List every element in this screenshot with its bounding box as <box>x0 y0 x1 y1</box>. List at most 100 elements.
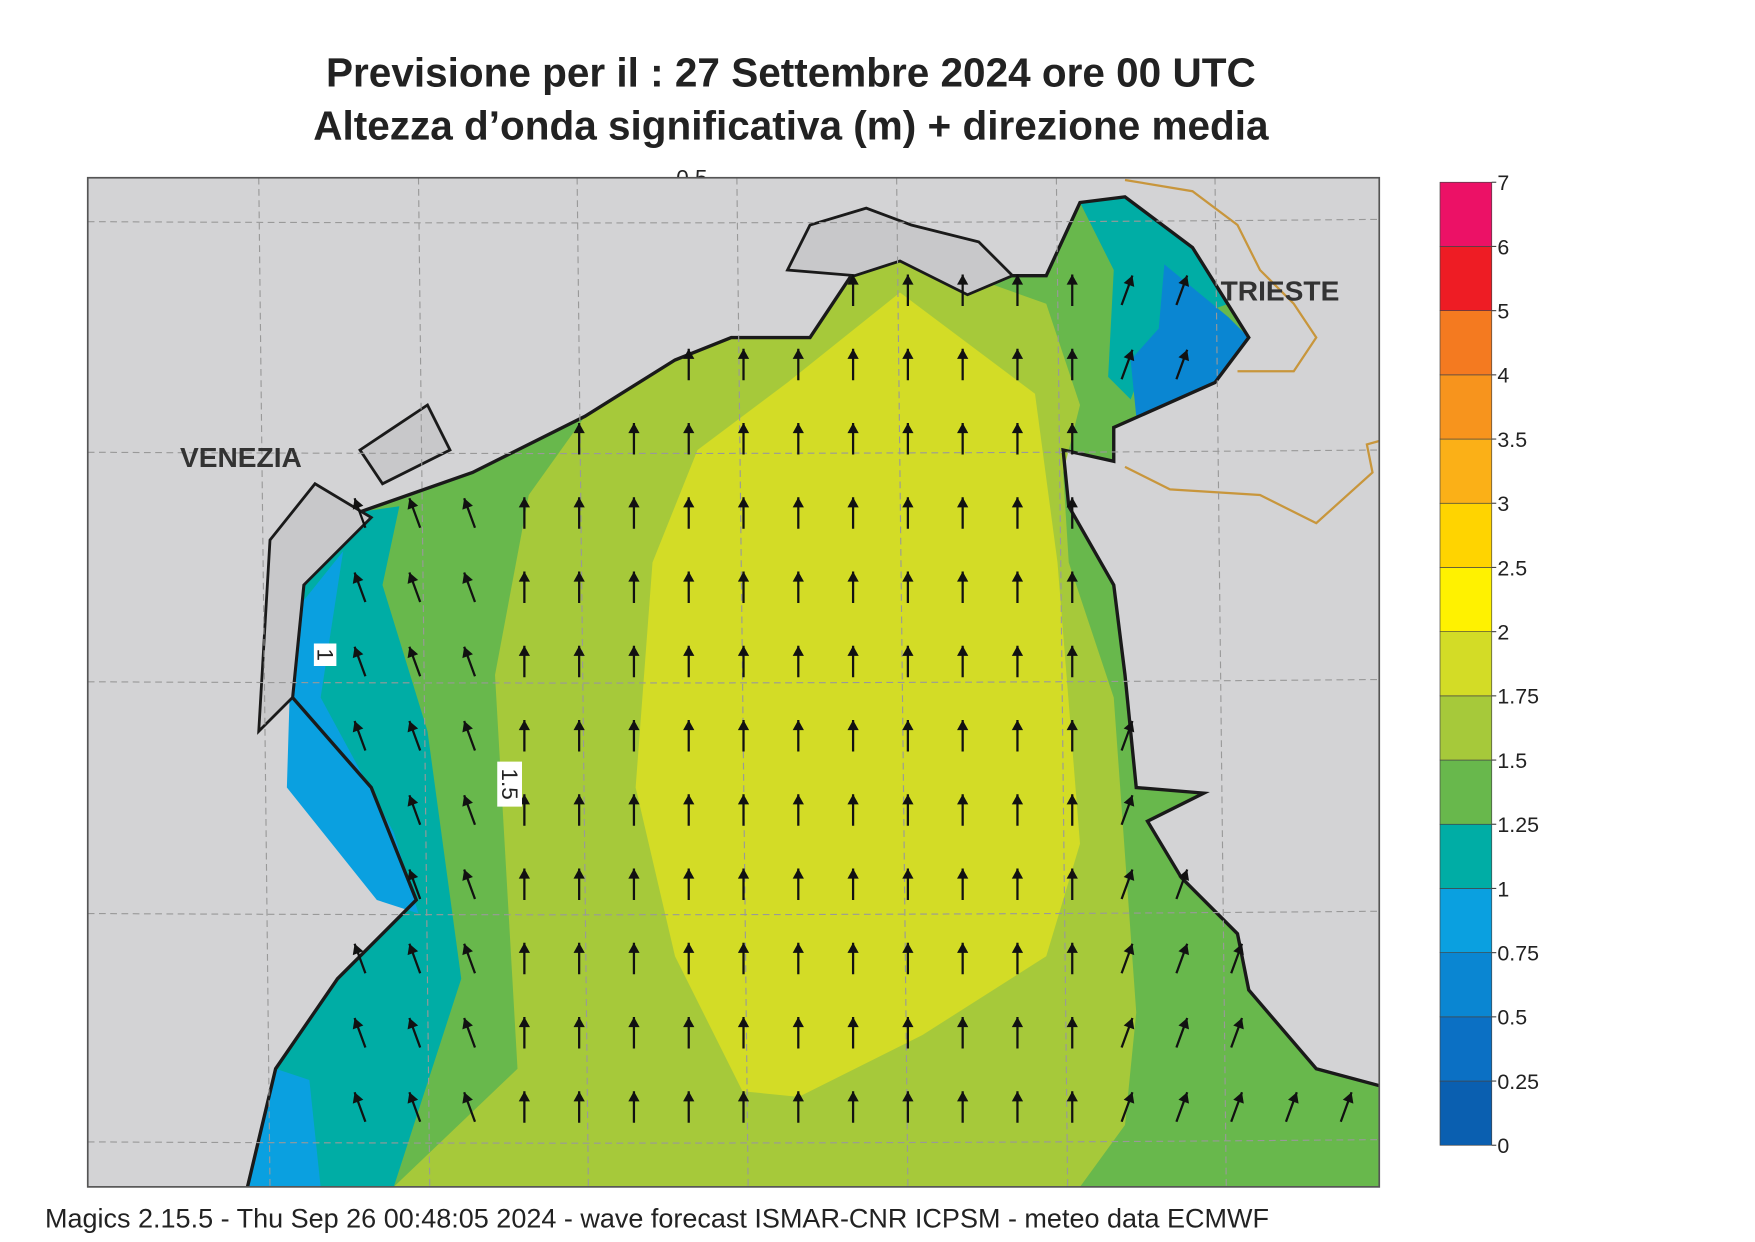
arrow <box>1120 943 1135 974</box>
arrow <box>1175 275 1190 306</box>
arrow <box>352 646 367 677</box>
direction-arrows <box>352 274 1354 1123</box>
arrow-head <box>573 1017 585 1028</box>
arrow <box>847 942 859 975</box>
contour-label-box: 1.5 <box>497 761 522 807</box>
arrow <box>352 943 367 974</box>
arrow <box>462 497 477 529</box>
arrow-head <box>1066 423 1078 434</box>
arrow-head <box>957 794 969 805</box>
arrow <box>462 794 477 826</box>
colorbar-bin <box>1439 246 1493 311</box>
arrow-head <box>683 571 695 582</box>
arrow <box>737 348 750 381</box>
arrow-head <box>573 720 585 731</box>
arrow <box>462 720 477 751</box>
arrow-head <box>792 1017 804 1028</box>
colorbar-bin <box>1439 695 1493 761</box>
arrow <box>1066 1017 1078 1049</box>
grid-line <box>417 177 431 1187</box>
arrow <box>1120 1017 1135 1048</box>
arrow <box>902 942 914 975</box>
arrow-head <box>902 794 914 805</box>
arrow <box>792 348 804 381</box>
arrow <box>1066 1091 1078 1123</box>
arrow-head <box>573 942 585 953</box>
arrow-head <box>957 571 969 582</box>
arrow <box>407 1091 422 1123</box>
colorbar-label: 5 <box>1497 300 1509 324</box>
arrow <box>628 645 640 678</box>
arrow <box>1011 868 1024 900</box>
arrow <box>847 348 859 381</box>
arrow-head <box>1123 1017 1135 1030</box>
arrow <box>1011 942 1024 975</box>
arrow <box>628 794 640 826</box>
arrow <box>573 1017 585 1049</box>
arrow-head <box>847 794 859 805</box>
colorbar-label: 1.25 <box>1497 813 1539 837</box>
arrow <box>1120 869 1135 900</box>
arrow <box>847 1017 859 1049</box>
arrow <box>628 1017 640 1049</box>
arrow-head <box>1066 497 1078 508</box>
arrow <box>518 1017 530 1049</box>
arrow <box>1011 1017 1024 1049</box>
arrow-head <box>352 646 364 659</box>
arrow-head <box>462 869 473 881</box>
arrow-head <box>1178 1092 1190 1104</box>
arrow-head <box>1178 943 1190 956</box>
arrow <box>518 942 530 975</box>
border <box>1124 178 1380 525</box>
colorbar-bin <box>1439 888 1493 953</box>
arrow-head <box>352 572 364 584</box>
arrow-head <box>1011 720 1024 731</box>
arrow-head <box>1066 1091 1078 1102</box>
arrow <box>792 645 804 678</box>
arrow-head <box>352 1017 364 1030</box>
arrow-head <box>683 1091 695 1102</box>
arrow-head <box>462 646 473 659</box>
arrow-head <box>902 348 914 359</box>
arrow <box>518 868 530 900</box>
arrow <box>1066 571 1078 603</box>
arrow <box>1230 1091 1244 1123</box>
arrow-head <box>628 794 640 805</box>
arrow-head <box>957 1091 969 1102</box>
grid-line <box>1055 177 1069 1187</box>
arrow-head <box>518 497 530 508</box>
arrow-head <box>737 571 750 582</box>
arrow <box>407 497 422 529</box>
colorbar-label: 4 <box>1497 364 1509 388</box>
arrow-head <box>462 1092 473 1104</box>
arrow-head <box>1233 1092 1244 1104</box>
arrow-head <box>1178 1017 1190 1030</box>
arrow-head <box>957 497 969 508</box>
arrow <box>1230 1017 1244 1048</box>
arrow <box>462 1091 477 1123</box>
arrow-head <box>628 645 640 656</box>
arrow-head <box>518 720 530 731</box>
colorbar-label: 3.5 <box>1497 428 1527 452</box>
arrow <box>407 646 422 677</box>
arrow <box>957 274 969 306</box>
arrow <box>792 868 804 900</box>
arrow <box>407 1017 422 1048</box>
contour-label: 1 <box>312 648 337 661</box>
arrow-head <box>847 571 859 582</box>
arrow-head <box>957 868 969 879</box>
arrow-head <box>573 794 585 805</box>
arrow-head <box>847 942 859 953</box>
arrow-head <box>847 274 859 285</box>
arrow-head <box>518 942 530 953</box>
arrow-head <box>957 942 969 953</box>
arrow-head <box>407 1017 419 1030</box>
arrow <box>1120 794 1135 826</box>
lagoon <box>257 402 452 735</box>
arrow-head <box>518 868 530 879</box>
arrow <box>1339 1091 1354 1123</box>
arrow-head <box>1342 1092 1354 1104</box>
arrow-head <box>902 645 914 656</box>
arrow <box>792 794 804 826</box>
